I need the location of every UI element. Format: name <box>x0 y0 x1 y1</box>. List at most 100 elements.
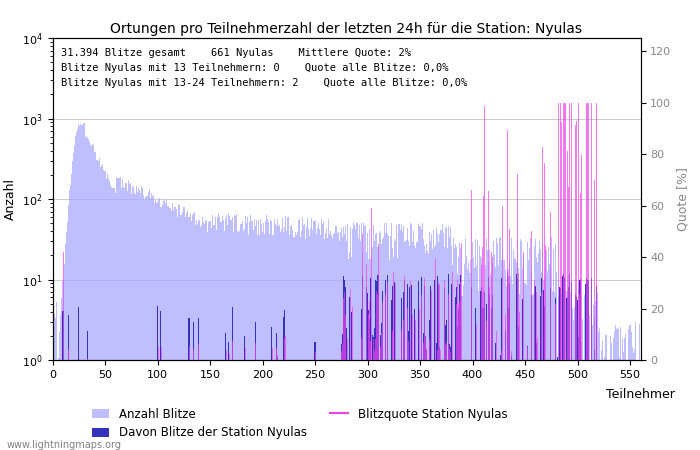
Bar <box>312 230 314 450</box>
Bar <box>472 242 473 450</box>
Bar <box>360 223 362 450</box>
Bar <box>455 244 456 450</box>
Bar <box>120 177 121 450</box>
Bar <box>68 315 69 450</box>
Bar <box>513 250 514 450</box>
Bar <box>549 264 550 450</box>
Bar <box>452 265 453 450</box>
Bar <box>278 226 279 450</box>
Bar <box>204 224 205 450</box>
Bar <box>349 297 350 450</box>
Bar <box>444 228 446 450</box>
Bar <box>564 278 566 450</box>
Bar <box>343 227 344 450</box>
Bar <box>404 281 405 450</box>
Bar <box>205 220 206 450</box>
Bar <box>341 228 342 450</box>
Bar <box>558 297 559 450</box>
Bar <box>270 220 272 450</box>
Bar <box>503 260 505 450</box>
Bar <box>519 294 520 450</box>
Bar <box>244 337 245 450</box>
Bar <box>471 288 472 450</box>
Bar <box>406 240 407 450</box>
Bar <box>383 238 384 450</box>
Bar <box>290 226 291 450</box>
Bar <box>602 340 603 450</box>
Bar <box>114 188 115 450</box>
Bar <box>501 278 503 450</box>
Bar <box>194 212 195 450</box>
Bar <box>111 187 112 450</box>
Bar <box>559 288 560 450</box>
Bar <box>183 207 184 450</box>
Bar <box>520 239 522 450</box>
Bar <box>398 224 400 450</box>
Bar <box>470 260 471 450</box>
Bar <box>238 232 239 450</box>
Bar <box>367 233 368 450</box>
Bar <box>172 202 173 450</box>
Bar <box>449 344 450 450</box>
Bar <box>556 272 557 450</box>
Bar <box>580 279 581 450</box>
Bar <box>116 177 117 450</box>
Bar <box>531 271 532 450</box>
Bar <box>416 242 417 450</box>
Bar <box>583 360 584 450</box>
Bar <box>591 297 592 450</box>
Bar <box>500 237 501 450</box>
Bar <box>88 139 89 450</box>
Bar <box>547 247 549 450</box>
Bar <box>190 221 192 450</box>
Bar <box>142 188 144 450</box>
Bar <box>345 226 346 450</box>
Bar <box>77 129 78 450</box>
Bar <box>207 232 209 450</box>
Bar <box>543 290 545 450</box>
Bar <box>578 337 579 450</box>
Bar <box>633 353 634 450</box>
Bar <box>585 352 587 450</box>
Bar <box>289 235 290 450</box>
Bar <box>589 360 591 450</box>
Bar <box>165 203 167 450</box>
Bar <box>391 300 392 450</box>
Bar <box>575 295 576 450</box>
Bar <box>505 286 507 450</box>
Bar <box>340 232 341 450</box>
Bar <box>458 309 459 450</box>
Text: Teilnehmer: Teilnehmer <box>606 388 674 401</box>
Bar <box>188 217 190 450</box>
Bar <box>616 329 617 450</box>
Bar <box>326 228 327 450</box>
Bar <box>587 280 589 450</box>
Bar <box>108 180 110 450</box>
Bar <box>448 274 449 450</box>
Bar <box>585 284 587 450</box>
Bar <box>511 238 512 450</box>
Bar <box>579 280 580 450</box>
Bar <box>509 284 510 450</box>
Bar <box>518 327 519 450</box>
Bar <box>55 318 56 450</box>
Bar <box>457 274 458 450</box>
Bar <box>576 320 577 450</box>
Bar <box>221 222 222 450</box>
Bar <box>497 243 498 450</box>
Bar <box>258 220 259 450</box>
Bar <box>358 225 360 450</box>
Bar <box>342 334 343 450</box>
Bar <box>536 257 537 450</box>
Bar <box>75 136 76 450</box>
Bar <box>434 248 435 450</box>
Bar <box>368 259 369 450</box>
Bar <box>591 278 592 450</box>
Bar <box>424 286 425 450</box>
Bar <box>179 205 180 450</box>
Bar <box>299 219 300 450</box>
Bar <box>396 225 398 450</box>
Bar <box>535 286 536 450</box>
Bar <box>197 224 198 450</box>
Bar <box>222 216 223 450</box>
